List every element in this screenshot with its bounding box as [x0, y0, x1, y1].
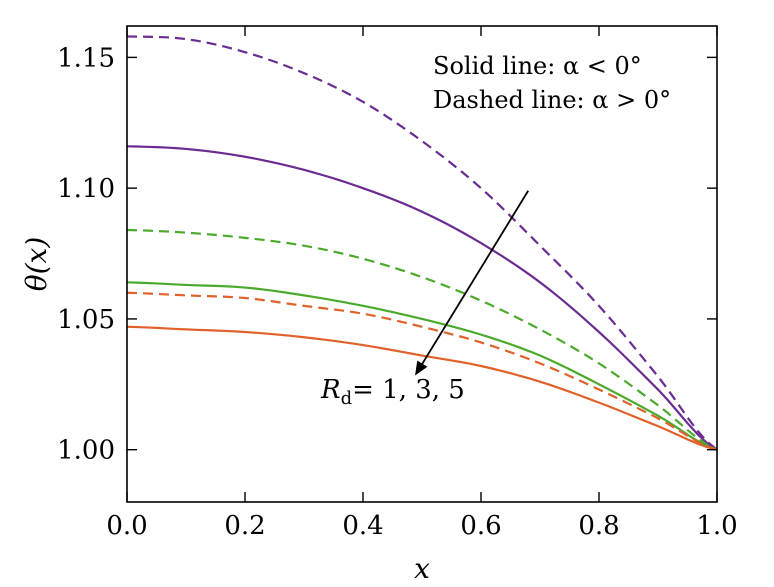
annotation-subscript: d — [341, 388, 353, 409]
x-tick-label: 0.2 — [224, 511, 265, 541]
x-axis-label: x — [414, 552, 430, 585]
x-tick-label: 0.0 — [106, 511, 147, 541]
series-line-1 — [126, 35, 718, 451]
series-line-5 — [126, 291, 718, 451]
y-tick-label: 1.00 — [57, 436, 115, 466]
legend-text-dashed: Dashed line: α > 0° — [433, 86, 671, 114]
y-axis-label: θ(x) — [20, 237, 53, 292]
y-tick-label: 1.15 — [57, 43, 115, 73]
series-line-3 — [126, 228, 718, 451]
x-tick-label: 1.0 — [696, 511, 737, 541]
x-tick-label: 0.6 — [460, 511, 501, 541]
y-tick-label: 1.05 — [57, 305, 115, 335]
plot-frame — [126, 25, 718, 503]
legend-text-solid: Solid line: α < 0° — [433, 52, 642, 80]
y-tick-label: 1.10 — [57, 174, 115, 204]
series-line-2 — [126, 145, 718, 451]
annotation-values: = 1, 3, 5 — [352, 375, 465, 405]
arrow-annotation — [415, 190, 529, 376]
series-line-4 — [126, 281, 718, 451]
tick-layer: 0.0 0.2 0.4 0.6 0.8 1.0 1.00 1.05 1.10 1.15 — [57, 26, 738, 541]
annotation-R: R — [320, 375, 341, 405]
x-tick-label: 0.4 — [342, 511, 383, 541]
series-line-6 — [126, 325, 718, 451]
series-layer — [126, 35, 718, 451]
arrow-annotation-label: Rd= 1, 3, 5 — [320, 375, 465, 409]
x-tick-label: 0.8 — [578, 511, 619, 541]
